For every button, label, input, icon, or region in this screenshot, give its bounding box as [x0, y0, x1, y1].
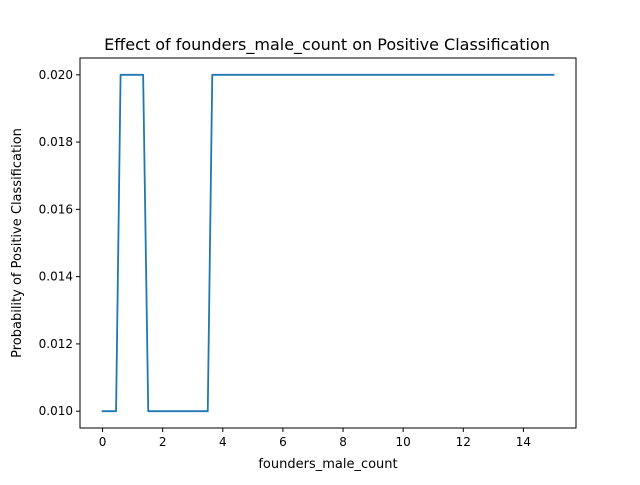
x-tick-label: 10: [396, 435, 411, 449]
x-tick-label: 0: [99, 435, 107, 449]
x-tick-label: 14: [516, 435, 531, 449]
axes-frame: [79, 57, 577, 429]
y-tick-label: 0.010: [39, 404, 73, 418]
y-tick-label: 0.012: [39, 337, 73, 351]
y-axis-label: Probability of Positive Classification: [10, 128, 25, 358]
x-tick-label: 2: [159, 435, 167, 449]
series-line-0: [101, 73, 555, 413]
plot-area: [101, 73, 555, 413]
x-axis-label: founders_male_count: [258, 457, 397, 472]
y-axis-ticks: 0.010 0.012 0.014 0.016 0.018 0.020: [39, 68, 80, 418]
chart-title: Effect of founders_male_count on Positiv…: [104, 35, 550, 55]
y-tick-label: 0.020: [39, 68, 73, 82]
y-tick-label: 0.016: [39, 202, 73, 216]
y-tick-label: 0.014: [39, 270, 73, 284]
x-tick-label: 12: [456, 435, 471, 449]
y-tick-label: 0.018: [39, 135, 73, 149]
x-tick-label: 4: [219, 435, 227, 449]
x-tick-label: 6: [279, 435, 287, 449]
x-axis-ticks: 0 2 4 6 8 10 12 14: [99, 428, 531, 449]
x-tick-label: 8: [339, 435, 347, 449]
